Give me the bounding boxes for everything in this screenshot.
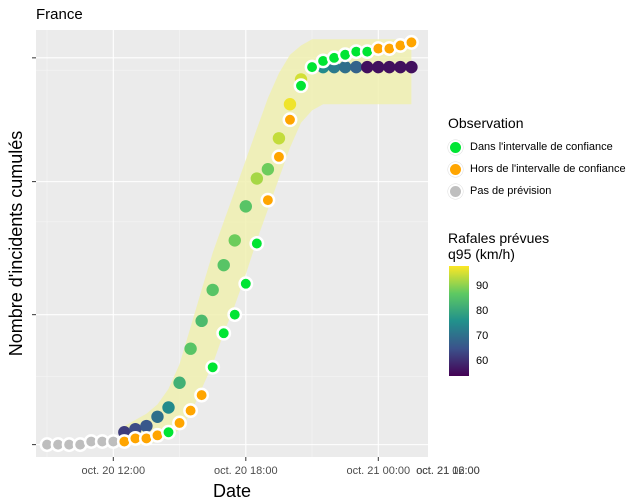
legend-item-no-forecast: Pas de prévision	[448, 182, 551, 200]
forecast-point	[151, 410, 164, 423]
forecast-point	[250, 172, 264, 185]
observed-point	[282, 112, 298, 128]
x-tick-label: oct. 21 06:00	[416, 465, 480, 477]
forecast-point	[162, 401, 175, 414]
forecast-point	[394, 60, 407, 74]
colorbar-tick-90: 90	[476, 280, 489, 292]
x-tick-label: oct. 21 00:00	[347, 465, 411, 477]
legend-gust-title-1: Rafales prévues	[448, 230, 550, 246]
x-tick-label: oct. 20 18:00	[214, 465, 278, 477]
forecast-point	[405, 60, 418, 74]
forecast-point	[283, 98, 297, 111]
legend-observation-title: Observation	[448, 115, 524, 131]
x-tick-label: oct. 20 12:00	[81, 465, 145, 477]
observed-point	[172, 415, 187, 431]
observed-point	[293, 78, 309, 94]
observed-point	[161, 424, 176, 440]
forecast-point	[184, 342, 197, 355]
observed-point	[216, 325, 232, 341]
legend-label-in-interval: Dans l'intervalle de confiance	[470, 141, 613, 153]
observed-point	[403, 34, 419, 50]
forecast-point	[195, 314, 208, 328]
colorbar-tick-80: 80	[476, 305, 489, 317]
gust-colorbar	[449, 266, 469, 376]
observed-point	[260, 192, 276, 208]
y-axis-title: Nombre d'incidents cumulés	[6, 131, 26, 357]
forecast-point	[239, 200, 253, 213]
forecast-point	[261, 163, 275, 176]
legend-gust-title-2: q95 (km/h)	[448, 246, 515, 262]
forecast-point	[228, 234, 241, 247]
forecast-point	[272, 132, 286, 145]
observed-point	[227, 307, 243, 323]
forecast-point	[217, 258, 230, 272]
observed-point	[205, 359, 221, 375]
colorbar-tick-60: 60	[476, 355, 489, 367]
forecast-point	[338, 60, 352, 74]
observed-point	[249, 236, 265, 251]
legend-dot-in-interval	[448, 139, 463, 155]
forecast-point	[383, 60, 396, 74]
x-axis-title: Date	[213, 481, 251, 501]
legend-dot-out-interval	[448, 161, 463, 177]
legend-label-out-interval: Hors de l'intervalle de confiance	[470, 163, 626, 175]
observed-point	[194, 387, 210, 403]
forecast-point	[361, 60, 374, 74]
chart-title: France	[36, 6, 83, 23]
observed-point	[271, 149, 287, 165]
x-tick-label: oct. 21 12:00	[416, 465, 480, 477]
observed-point	[238, 276, 254, 292]
forecast-point	[140, 419, 153, 433]
legend-dot-no-forecast	[448, 183, 463, 199]
observed-point	[304, 59, 320, 75]
legend-label-no-forecast: Pas de prévision	[470, 185, 552, 197]
observed-point	[183, 403, 199, 419]
colorbar-tick-70: 70	[476, 330, 489, 342]
legend-item-in-interval: Dans l'intervalle de confiance	[448, 138, 613, 156]
confidence-band	[124, 39, 412, 445]
forecast-point	[372, 60, 385, 74]
forecast-point	[173, 376, 186, 389]
forecast-point	[206, 283, 219, 297]
forecast-point	[350, 60, 363, 74]
legend-item-out-interval: Hors de l'intervalle de confiance	[448, 160, 626, 178]
